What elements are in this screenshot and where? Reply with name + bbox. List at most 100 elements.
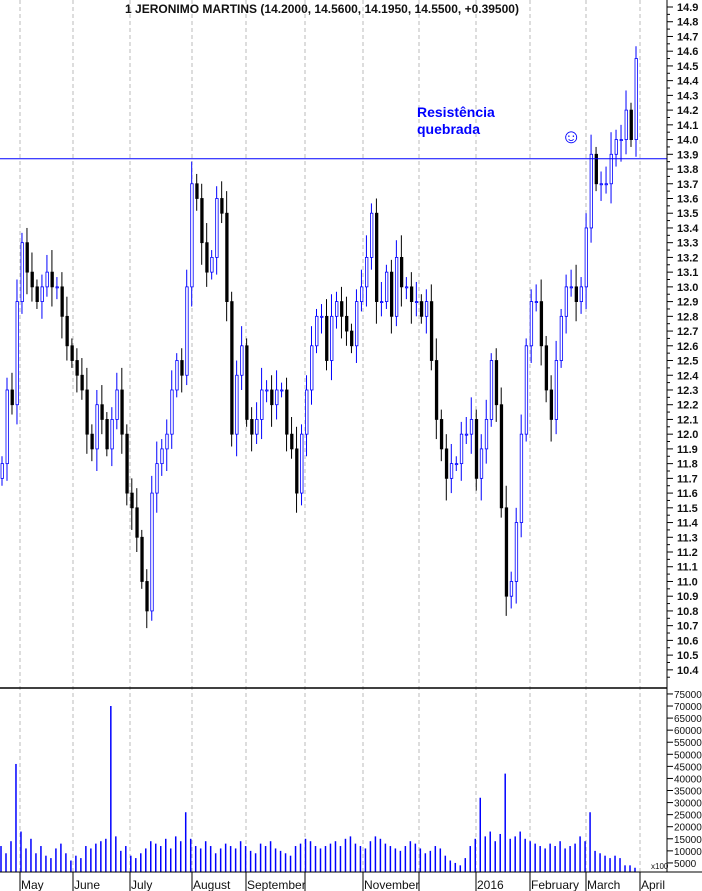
price-tick-label: 12.5 <box>677 356 698 368</box>
price-tick-label: 12.1 <box>677 414 698 426</box>
price-tick-label: 10.8 <box>677 606 698 618</box>
candle-body <box>579 286 583 302</box>
volume-tick-label: 35000 <box>674 787 702 798</box>
candle-body <box>574 286 578 302</box>
price-tick-label: 13.8 <box>677 164 698 176</box>
candle-body <box>5 389 9 465</box>
candle-body <box>260 389 264 420</box>
price-tick-label: 13.9 <box>677 149 698 161</box>
month-label: June <box>74 878 100 891</box>
candle-body <box>544 345 549 391</box>
candle-body <box>235 374 239 435</box>
candle-body <box>449 463 454 479</box>
candle-body <box>464 433 469 436</box>
month-label: July <box>131 878 152 891</box>
price-tick-label: 11.4 <box>677 518 699 530</box>
candle-body <box>125 433 129 494</box>
price-tick-label: 10.4 <box>677 665 699 677</box>
candle-body <box>469 419 474 435</box>
candle-body <box>225 212 229 302</box>
candle-body <box>489 360 494 420</box>
candle-body <box>70 345 74 361</box>
candle-body <box>629 109 633 140</box>
volume-tick-label: 25000 <box>674 811 702 822</box>
price-tick-label: 11.8 <box>677 459 698 471</box>
price-tick-label: 13.5 <box>677 208 698 220</box>
candle-body <box>624 109 628 140</box>
price-tick-label: 13.0 <box>677 282 698 294</box>
price-tick-label: 12.9 <box>677 297 698 309</box>
candle-body <box>190 183 194 288</box>
price-tick-label: 14.5 <box>677 61 698 73</box>
price-tick-label: 13.2 <box>677 252 698 264</box>
candle-body <box>75 360 79 376</box>
volume-multiplier: x100 <box>651 862 669 871</box>
candle-body <box>105 419 109 450</box>
volume-tick-label: 30000 <box>674 799 702 810</box>
candle-body <box>335 301 339 317</box>
candle-body <box>290 433 294 450</box>
price-tick-label: 11.9 <box>677 444 698 456</box>
candle-body <box>564 286 569 317</box>
candle-body <box>389 271 394 317</box>
candle-body <box>479 448 484 479</box>
price-tick-label: 12.8 <box>677 311 698 323</box>
candle-body <box>444 448 449 479</box>
candle-body <box>409 286 414 302</box>
month-label: 2016 <box>477 878 504 891</box>
volume-bars <box>0 706 636 872</box>
candle-body <box>429 301 434 361</box>
price-tick-label: 14.2 <box>677 105 698 117</box>
price-tick-label: 11.6 <box>677 488 698 500</box>
candle-body <box>80 374 84 391</box>
candle-body <box>529 301 534 347</box>
candle-body <box>205 242 209 273</box>
candle-body <box>534 301 539 304</box>
candle-body <box>0 463 4 479</box>
vertical-gridlines <box>19 0 641 872</box>
candle-body <box>439 419 444 450</box>
price-candles <box>0 46 638 629</box>
candle-body <box>15 301 19 406</box>
candle-body <box>170 389 174 435</box>
candle-body <box>280 389 284 392</box>
candle-body <box>35 286 39 302</box>
candle-body <box>90 433 94 450</box>
candle-body <box>599 183 603 186</box>
price-tick-label: 13.6 <box>677 193 698 205</box>
candle-body <box>230 301 234 435</box>
candle-body <box>519 433 524 523</box>
candle-body <box>295 448 299 494</box>
candle-body <box>10 389 14 406</box>
candle-body <box>399 257 404 288</box>
price-tick-label: 12.0 <box>677 429 698 441</box>
candle-body <box>240 345 244 376</box>
candle-body <box>200 198 204 244</box>
candle-body <box>404 286 409 289</box>
candle-body <box>65 315 69 347</box>
candle-body <box>305 389 309 435</box>
candle-body <box>25 242 29 273</box>
candle-body <box>110 419 114 450</box>
candle-body <box>454 463 459 466</box>
candle-body <box>20 242 24 302</box>
candle-body <box>160 448 164 465</box>
candle-body <box>375 212 379 302</box>
candle-body <box>524 345 529 435</box>
month-label: April <box>641 878 665 891</box>
volume-tick-label: 55000 <box>674 738 702 749</box>
candle-body <box>509 581 514 597</box>
volume-tick-label: 65000 <box>674 714 702 725</box>
candle-body <box>180 360 184 376</box>
volume-tick-label: 70000 <box>674 702 702 713</box>
month-label: August <box>193 878 231 891</box>
candle-body <box>175 360 179 391</box>
price-tick-label: 13.3 <box>677 238 698 250</box>
candle-body <box>115 389 119 420</box>
volume-tick-label: 20000 <box>674 823 702 834</box>
candle-body <box>55 286 59 289</box>
candle-body <box>554 360 559 420</box>
candle-body <box>459 433 464 465</box>
candle-body <box>320 315 324 318</box>
